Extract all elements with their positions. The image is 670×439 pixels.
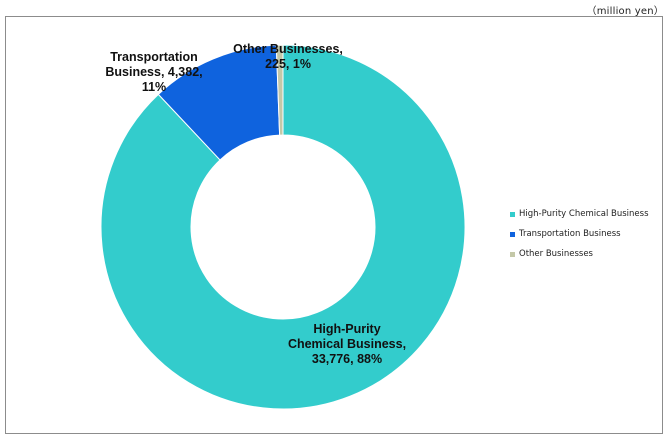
slice-other (275, 44, 284, 136)
legend-swatch-high-purity (510, 211, 515, 217)
slice-label-transportation: Transportation Business, 4,382, 11% (105, 50, 203, 94)
slice-label-other: Other Businesses, 225, 1% (233, 42, 343, 71)
legend-label-high-purity: High-Purity Chemical Business (519, 209, 649, 219)
legend-item-other: Other Businesses (510, 244, 649, 264)
legend-swatch-transportation (510, 231, 515, 237)
unit-note: （million yen） (586, 6, 664, 17)
slice-label-high-purity: High-Purity Chemical Business, 33,776, 8… (287, 322, 407, 366)
legend: High-Purity Chemical Business Transporta… (510, 204, 649, 264)
legend-item-transportation: Transportation Business (510, 224, 649, 244)
legend-label-transportation: Transportation Business (519, 229, 621, 239)
legend-item-high-purity: High-Purity Chemical Business (510, 204, 649, 224)
slice-high-purity (100, 44, 466, 410)
legend-swatch-other (510, 251, 515, 257)
legend-label-other: Other Businesses (519, 249, 593, 259)
